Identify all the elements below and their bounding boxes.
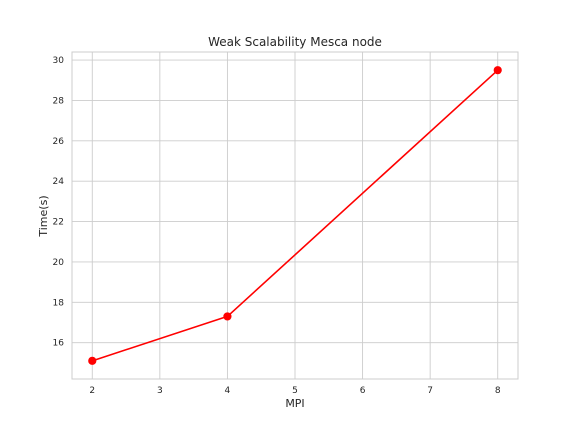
data-point [493,66,502,75]
y-tick-label: 26 [53,137,65,147]
y-tick-label: 30 [53,56,65,66]
y-tick-label: 24 [53,177,65,187]
x-tick-label: 4 [225,386,231,396]
series-layer [88,66,502,365]
x-tick-label: 3 [157,386,163,396]
y-tick-label: 16 [53,339,65,349]
y-tick-label: 22 [53,218,64,228]
x-tick-label: 6 [360,386,366,396]
x-tick-label: 7 [427,386,433,396]
data-point [88,356,97,365]
x-tick-label: 2 [89,386,95,396]
y-axis-label: Time(s) [37,195,50,237]
plot-frame [71,51,519,380]
x-tick-labels: 2 3 4 5 6 7 8 [89,386,500,396]
x-gridlines [91,52,499,379]
y-tick-labels: 16 18 20 22 24 26 28 30 [53,56,65,349]
chart-title: Weak Scalability Mesca node [208,35,382,49]
y-tick-label: 28 [53,96,65,106]
y-tick-label: 18 [53,298,65,308]
x-axis-label: MPI [285,397,304,410]
y-tick-label: 20 [53,258,65,268]
x-tick-label: 5 [292,386,298,396]
data-point [223,312,232,321]
x-tick-label: 8 [495,386,501,396]
